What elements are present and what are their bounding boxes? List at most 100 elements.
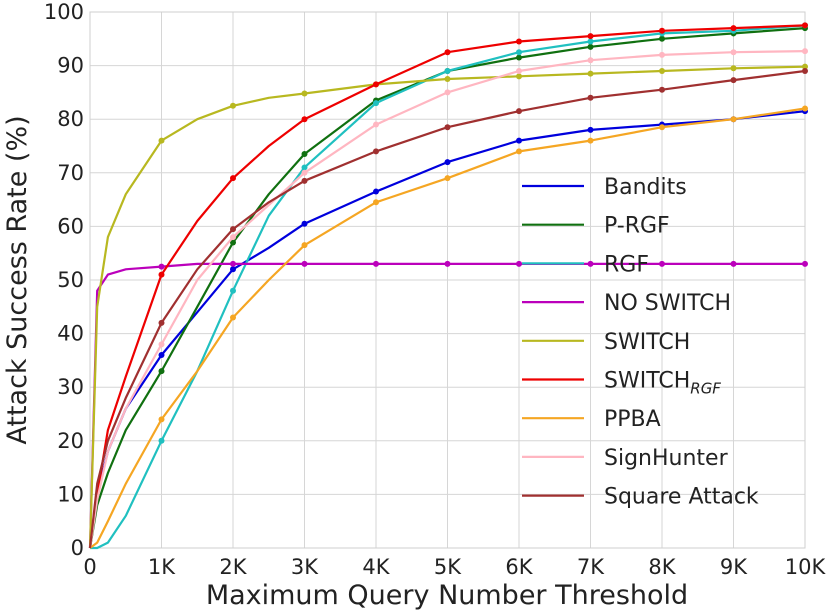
data-point (659, 260, 665, 267)
legend-label: NO SWITCH (604, 291, 731, 316)
data-point (158, 437, 165, 444)
data-point (587, 137, 594, 144)
legend-item: SignHunter (522, 446, 729, 471)
data-point (373, 148, 379, 155)
data-point (659, 51, 665, 58)
data-point (444, 260, 451, 267)
y-axis-label: Attack Success Rate (%) (2, 115, 33, 444)
data-point (659, 67, 665, 74)
series-line (88, 24, 806, 549)
data-point (444, 159, 451, 166)
y-tick-label: 80 (57, 107, 84, 131)
data-point (516, 49, 522, 56)
data-point (444, 175, 451, 182)
x-tick-label: 5K (434, 555, 462, 579)
data-point (230, 266, 236, 273)
y-tick-label: 100 (44, 0, 84, 24)
legend-item: SWITCH (522, 330, 690, 355)
data-point (802, 105, 808, 112)
legend-label-main: SWITCH (604, 330, 690, 355)
data-point (444, 76, 451, 82)
y-tick-label: 60 (57, 214, 84, 238)
data-point (230, 102, 236, 109)
x-tick-label: 6K (505, 555, 533, 579)
series-ppba (89, 105, 808, 549)
x-tick-label: 3K (291, 555, 319, 579)
y-tick-label: 10 (57, 482, 84, 506)
data-point (230, 314, 236, 321)
data-point (516, 148, 522, 155)
data-point (301, 220, 308, 227)
legend-label: P-RGF (604, 214, 670, 239)
data-point (158, 319, 165, 326)
series-line (88, 69, 806, 549)
data-point (444, 89, 451, 96)
x-tick-label: 9K (720, 555, 748, 579)
x-tick-label: 2K (219, 555, 247, 579)
x-tick-label: 1K (148, 555, 176, 579)
x-axis-label: Maximum Query Number Threshold (206, 580, 688, 610)
data-point (158, 352, 165, 359)
data-point (230, 239, 236, 246)
y-tick-label: 0 (71, 536, 84, 560)
data-point (516, 67, 522, 74)
data-point (730, 77, 737, 84)
data-point (730, 25, 737, 32)
legend-label: Square Attack (604, 485, 759, 510)
data-point (587, 260, 594, 267)
data-point (301, 260, 308, 267)
plot-frame (89, 11, 806, 549)
series-signhunter (88, 48, 808, 549)
legend-item: Square Attack (522, 485, 759, 510)
data-point (802, 260, 808, 267)
data-point (230, 226, 236, 233)
legend-label: PPBA (604, 407, 661, 432)
series-line (88, 27, 806, 549)
data-point (802, 48, 808, 55)
legend-label: SignHunter (604, 446, 729, 471)
data-point (659, 35, 665, 42)
data-point (802, 22, 808, 29)
data-point (802, 63, 808, 70)
data-point (587, 57, 594, 64)
data-point (730, 116, 737, 123)
data-point (730, 49, 737, 56)
legend-label-main: SignHunter (604, 446, 729, 471)
data-point (516, 54, 522, 61)
data-point (158, 341, 165, 348)
series-switch-rgf (88, 22, 808, 549)
data-point (516, 137, 522, 144)
y-tick-label: 20 (57, 429, 84, 453)
data-point (516, 38, 522, 45)
data-point (158, 137, 165, 144)
data-point (301, 164, 308, 171)
legend-item: RGF (522, 252, 649, 277)
series-line (89, 107, 806, 549)
data-point (730, 65, 737, 72)
legend-label-main: PPBA (604, 407, 661, 432)
series-line (88, 65, 806, 549)
data-point (444, 49, 451, 56)
data-point (373, 260, 379, 267)
legend-label-main: NO SWITCH (604, 291, 731, 316)
series-line (88, 50, 806, 549)
data-point (516, 260, 522, 267)
data-point (444, 67, 451, 74)
y-tick-label: 30 (57, 375, 84, 399)
legend-label-main: P-RGF (604, 214, 670, 239)
data-point (444, 124, 451, 131)
data-point (301, 116, 308, 123)
y-tick-label: 40 (57, 322, 84, 346)
data-point (373, 188, 379, 195)
y-tick-label: 70 (57, 161, 84, 185)
legend-label: Bandits (604, 175, 687, 200)
data-point (659, 86, 665, 93)
legend: Bandits P-RGF RGF NO SWITCH SWITCH SWITCHRGF P… (522, 175, 759, 510)
y-tick-label: 90 (57, 54, 84, 78)
data-point (659, 27, 665, 34)
x-tick-label: 8K (648, 555, 676, 579)
data-point (301, 169, 308, 176)
data-point (230, 260, 236, 267)
legend-label: SWITCHRGF (604, 369, 721, 398)
